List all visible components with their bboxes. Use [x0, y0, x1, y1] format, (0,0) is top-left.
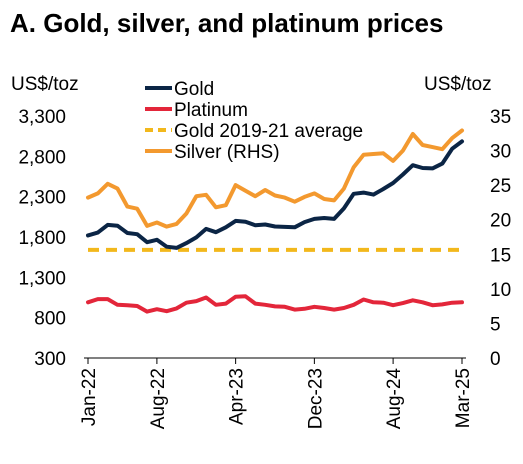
x-tick-label: Aug-24	[384, 368, 405, 430]
series-line-gold	[86, 139, 464, 250]
axes-layer: 300 800 1,300 1,800 2,300 2,800 3,300 0 5 10 15 20 2…	[18, 107, 511, 429]
x-tick-label: Apr-23	[227, 368, 248, 425]
right-tick-label: 15	[490, 245, 511, 266]
x-tick-label: Dec-23	[305, 368, 326, 429]
left-axis-unit: US$/toz	[11, 74, 79, 95]
legend-label: Gold	[174, 79, 214, 100]
legend-label: Gold 2019-21 average	[174, 121, 363, 142]
chart-title: A. Gold, silver, and platinum prices	[10, 8, 443, 38]
legend-label: Silver (RHS)	[174, 142, 280, 163]
right-tick-label: 0	[490, 349, 501, 370]
left-tick-label: 1,800	[18, 228, 66, 249]
x-tick-label: Jan-22	[79, 368, 100, 426]
left-tick-label: 3,300	[18, 107, 66, 128]
right-tick-label: 5	[490, 314, 501, 335]
right-axis-unit: US$/toz	[424, 74, 492, 95]
series-line-silver-rhs	[86, 128, 464, 229]
x-tick-label: Mar-25	[453, 368, 474, 428]
right-tick-label: 30	[490, 142, 511, 163]
right-tick-label: 25	[490, 176, 511, 197]
left-tick-label: 2,300	[18, 188, 66, 209]
series-layer	[86, 128, 464, 314]
left-tick-label: 800	[34, 309, 66, 330]
right-tick-label: 35	[490, 107, 511, 128]
left-tick-label: 1,300	[18, 268, 66, 289]
right-tick-label: 10	[490, 280, 511, 301]
series-line-platinum	[86, 294, 464, 314]
left-tick-label: 300	[34, 349, 66, 370]
legend-label: Platinum	[174, 100, 248, 121]
right-tick-label: 20	[490, 211, 511, 232]
x-tick-label: Aug-22	[148, 368, 169, 429]
left-tick-label: 2,800	[18, 147, 66, 168]
